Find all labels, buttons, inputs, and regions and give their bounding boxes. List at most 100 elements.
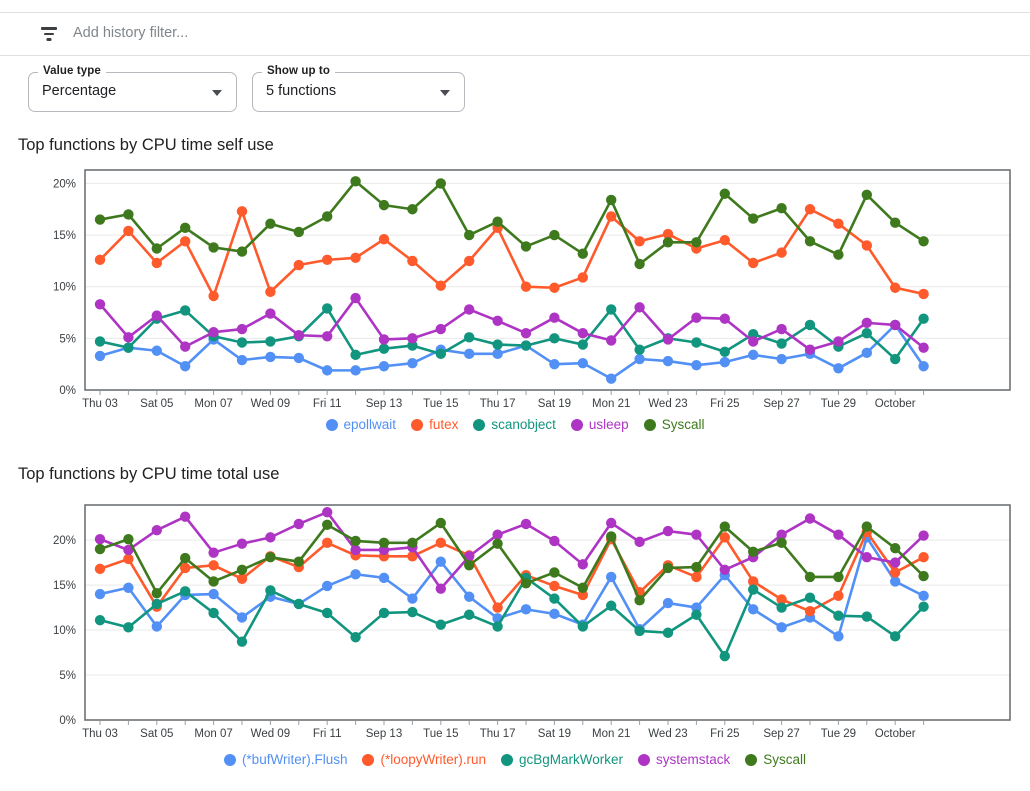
data-point[interactable] bbox=[236, 246, 248, 257]
data-point[interactable] bbox=[890, 353, 901, 365]
data-point[interactable] bbox=[180, 222, 191, 234]
data-point[interactable] bbox=[662, 237, 674, 248]
data-point[interactable] bbox=[833, 249, 844, 260]
data-point[interactable] bbox=[180, 511, 191, 522]
data-point[interactable] bbox=[606, 531, 617, 542]
data-point[interactable] bbox=[577, 339, 588, 350]
data-point[interactable] bbox=[492, 216, 503, 227]
data-point[interactable] bbox=[691, 571, 702, 583]
data-point[interactable] bbox=[691, 529, 702, 540]
data-point[interactable] bbox=[833, 336, 844, 347]
data-point[interactable] bbox=[662, 334, 674, 345]
legend-item[interactable]: usleep bbox=[570, 417, 629, 432]
data-point[interactable] bbox=[123, 582, 134, 593]
data-point[interactable] bbox=[719, 356, 730, 368]
data-point[interactable] bbox=[918, 570, 929, 582]
data-point[interactable] bbox=[464, 609, 475, 620]
data-point[interactable] bbox=[520, 604, 532, 615]
data-point[interactable] bbox=[634, 302, 645, 313]
data-point[interactable] bbox=[151, 243, 162, 254]
data-point[interactable] bbox=[236, 612, 248, 623]
data-point[interactable] bbox=[350, 365, 361, 376]
data-point[interactable] bbox=[94, 214, 106, 225]
data-point[interactable] bbox=[719, 235, 730, 246]
data-point[interactable] bbox=[322, 580, 333, 592]
data-point[interactable] bbox=[208, 290, 219, 302]
data-point[interactable] bbox=[606, 194, 617, 206]
data-point[interactable] bbox=[435, 517, 446, 529]
data-point[interactable] bbox=[861, 521, 872, 532]
data-point[interactable] bbox=[776, 537, 787, 548]
data-point[interactable] bbox=[776, 247, 787, 258]
data-point[interactable] bbox=[634, 595, 645, 606]
data-point[interactable] bbox=[123, 332, 134, 343]
data-point[interactable] bbox=[890, 217, 901, 228]
data-point[interactable] bbox=[435, 583, 446, 594]
data-point[interactable] bbox=[691, 237, 702, 248]
data-point[interactable] bbox=[265, 286, 276, 298]
data-point[interactable] bbox=[890, 542, 901, 554]
data-point[interactable] bbox=[748, 349, 759, 361]
data-point[interactable] bbox=[662, 597, 674, 609]
data-point[interactable] bbox=[492, 529, 503, 540]
data-point[interactable] bbox=[94, 614, 106, 626]
data-point[interactable] bbox=[322, 519, 333, 530]
legend-item[interactable]: futex bbox=[411, 417, 458, 432]
data-point[interactable] bbox=[606, 600, 617, 611]
data-point[interactable] bbox=[378, 334, 390, 345]
data-point[interactable] bbox=[378, 544, 390, 556]
history-filter-input[interactable]: Add history filter... bbox=[0, 13, 1030, 55]
data-point[interactable] bbox=[577, 327, 588, 339]
data-point[interactable] bbox=[407, 537, 418, 548]
data-point[interactable] bbox=[350, 176, 361, 187]
data-point[interactable] bbox=[94, 336, 106, 347]
data-point[interactable] bbox=[861, 189, 872, 200]
data-point[interactable] bbox=[265, 585, 276, 596]
data-point[interactable] bbox=[293, 598, 304, 610]
data-point[interactable] bbox=[634, 258, 645, 270]
data-point[interactable] bbox=[606, 571, 617, 583]
data-point[interactable] bbox=[123, 553, 134, 565]
data-point[interactable] bbox=[492, 339, 503, 350]
data-point[interactable] bbox=[861, 611, 872, 622]
data-point[interactable] bbox=[151, 598, 162, 610]
data-point[interactable] bbox=[407, 606, 418, 618]
data-point[interactable] bbox=[378, 343, 390, 354]
legend-item[interactable]: (*bufWriter).Flush bbox=[223, 752, 347, 767]
data-point[interactable] bbox=[549, 535, 560, 547]
data-point[interactable] bbox=[435, 537, 446, 548]
data-point[interactable] bbox=[435, 348, 446, 360]
data-point[interactable] bbox=[918, 236, 929, 247]
data-point[interactable] bbox=[833, 590, 844, 602]
data-point[interactable] bbox=[208, 326, 219, 338]
data-point[interactable] bbox=[719, 346, 730, 357]
legend-item[interactable]: gcBgMarkWorker bbox=[501, 752, 623, 767]
data-point[interactable] bbox=[236, 636, 248, 647]
data-point[interactable] bbox=[833, 529, 844, 540]
data-point[interactable] bbox=[691, 360, 702, 371]
data-point[interactable] bbox=[407, 255, 418, 267]
data-point[interactable] bbox=[918, 590, 929, 602]
data-point[interactable] bbox=[350, 535, 361, 547]
data-point[interactable] bbox=[520, 578, 532, 589]
legend-item[interactable]: epollwait bbox=[325, 417, 396, 432]
data-point[interactable] bbox=[833, 218, 844, 229]
data-point[interactable] bbox=[208, 576, 219, 587]
data-point[interactable] bbox=[606, 517, 617, 529]
data-point[interactable] bbox=[265, 551, 276, 563]
data-point[interactable] bbox=[151, 345, 162, 356]
value-type-dropdown[interactable]: Value type Percentage bbox=[28, 65, 237, 112]
data-point[interactable] bbox=[549, 567, 560, 578]
data-point[interactable] bbox=[520, 281, 532, 292]
data-point[interactable] bbox=[180, 361, 191, 372]
data-point[interactable] bbox=[861, 317, 872, 329]
data-point[interactable] bbox=[918, 288, 929, 300]
data-point[interactable] bbox=[378, 361, 390, 372]
data-point[interactable] bbox=[94, 543, 106, 555]
data-point[interactable] bbox=[293, 352, 304, 364]
data-point[interactable] bbox=[890, 282, 901, 293]
data-point[interactable] bbox=[890, 557, 901, 568]
data-point[interactable] bbox=[378, 572, 390, 584]
data-point[interactable] bbox=[265, 336, 276, 347]
data-point[interactable] bbox=[407, 551, 418, 562]
